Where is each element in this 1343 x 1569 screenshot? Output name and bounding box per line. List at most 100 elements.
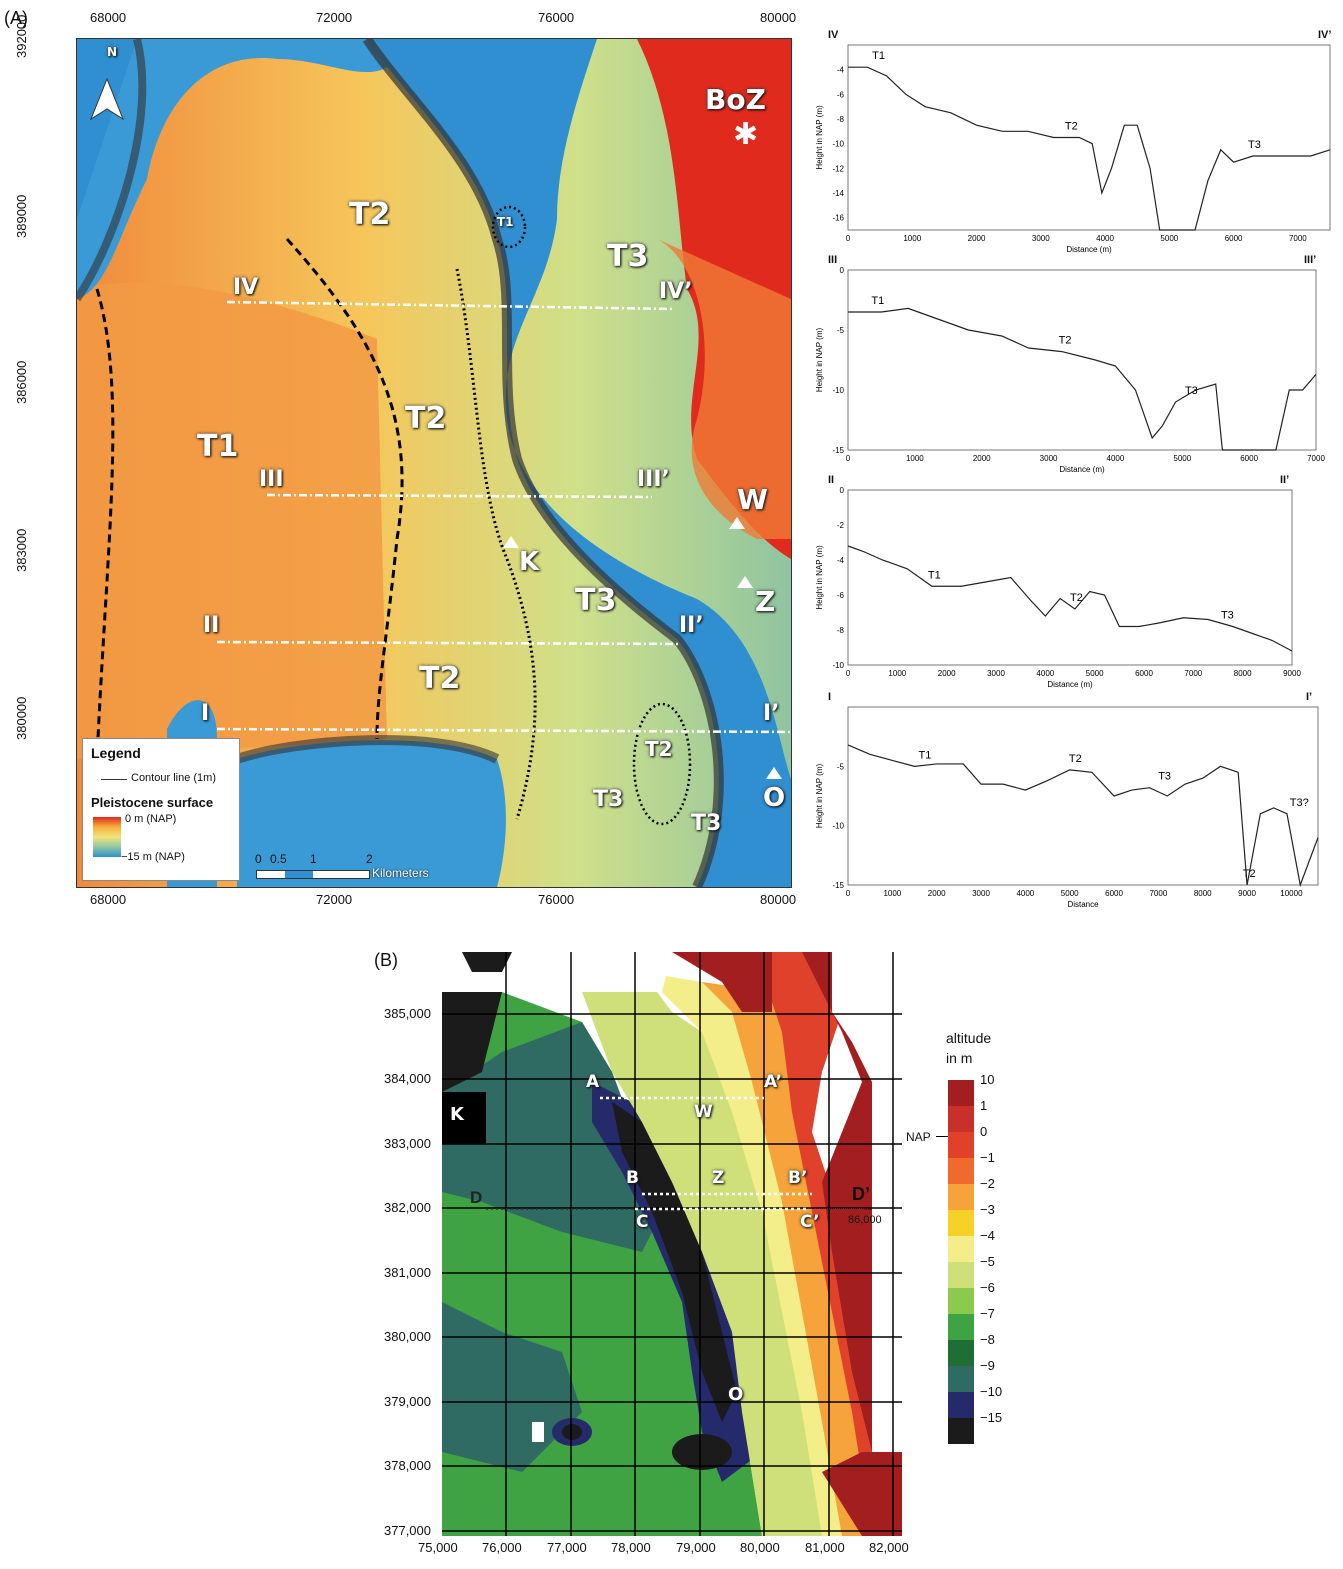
x-tick-top: 68000 <box>90 10 127 25</box>
profile-y-label: Height in NAP (m) <box>815 764 824 829</box>
section-label: III <box>259 467 284 492</box>
y-tick: 380,000 <box>384 1329 431 1344</box>
profile-y-label: Height in NAP (m) <box>815 545 824 610</box>
profile-y-tick: -14 <box>832 189 844 198</box>
profile-x-tick: 3000 <box>987 669 1005 678</box>
profile-x-tick: 8000 <box>1194 889 1212 898</box>
x-tick-top: 76000 <box>538 10 575 25</box>
y-tick: 385,000 <box>384 1006 431 1021</box>
profile-y-tick: -6 <box>837 591 845 600</box>
x-tick-bottom: 68000 <box>90 892 127 907</box>
profile-frame <box>847 269 1317 451</box>
map-legend: Legend Contour line (1m) Pleistocene sur… <box>82 738 240 881</box>
profile-x-tick: 2000 <box>973 454 991 463</box>
nap-tick <box>936 1136 948 1137</box>
profile-x-tick: 3000 <box>1032 234 1050 243</box>
colorbar-label: 1 <box>980 1098 988 1113</box>
profile-x-tick: 6000 <box>1105 889 1123 898</box>
terrace-label: T1 <box>928 569 941 581</box>
y-tick: 386000 <box>14 360 29 404</box>
colorbar-label: −6 <box>980 1280 995 1295</box>
profile-x-label: Distance (m) <box>1059 465 1105 474</box>
terrace-label: T2 <box>1065 121 1078 133</box>
colorbar-label: −4 <box>980 1228 995 1243</box>
colorbar-title: altitude <box>946 1030 992 1046</box>
x-tick: 75,000 <box>418 1540 458 1555</box>
terrace-label: T2 <box>1059 335 1072 347</box>
profile-y-tick: 0 <box>840 486 845 495</box>
section-c2-label: C’ <box>800 1212 820 1232</box>
site-z-label: Z <box>712 1168 725 1188</box>
profile-end-label: I’ <box>1306 691 1313 703</box>
y-tick: 389000 <box>14 194 29 238</box>
profile-line <box>847 545 1293 652</box>
profile-x-tick: 4000 <box>1107 454 1125 463</box>
site-k-label: K <box>450 1104 464 1125</box>
terrace-label: T3 <box>1185 385 1198 397</box>
profile-x-label: Distance <box>1067 900 1099 909</box>
colorbar-swatch <box>948 1158 974 1184</box>
section-c-label: C <box>636 1212 649 1232</box>
profile-y-tick: -6 <box>837 90 845 99</box>
site-boz-label: BoZ <box>705 83 766 116</box>
section-label: III’ <box>637 467 670 492</box>
colorbar-label: −9 <box>980 1358 995 1373</box>
terrace-label: T3 <box>607 239 649 274</box>
site-k-label: K <box>519 547 540 577</box>
profile-y-tick: -10 <box>832 661 844 670</box>
profile-x-tick: 7000 <box>1149 889 1167 898</box>
profile-y-label: Height in NAP (m) <box>815 105 824 170</box>
terrace-label: T3 <box>1158 771 1171 783</box>
section-a2-label: A’ <box>764 1072 783 1092</box>
scale-tick: 2 <box>366 852 373 866</box>
section-d-line <box>808 1208 868 1210</box>
profile-x-tick: 2000 <box>928 889 946 898</box>
contour-line-swatch <box>101 779 127 780</box>
colorbar-swatch <box>948 1314 974 1340</box>
terrace-label: T2 <box>349 197 391 232</box>
terrace-label: T3 <box>1221 610 1234 622</box>
profile-y-tick: -10 <box>832 386 844 395</box>
terrace-label: T2 <box>1070 592 1083 604</box>
profile-y-tick: -10 <box>832 140 844 149</box>
section-b-label: B <box>626 1168 639 1188</box>
colorbar-swatch <box>948 1340 974 1366</box>
site-w-label: W <box>737 483 768 516</box>
profile-x-tick: 4000 <box>1016 889 1034 898</box>
profile-x-tick: 7000 <box>1184 669 1202 678</box>
colorbar-label: −1 <box>980 1150 995 1165</box>
y-tick: 382,000 <box>384 1200 431 1215</box>
terrace-label: T3? <box>1290 797 1309 809</box>
profile-line <box>848 66 1331 231</box>
section-b2-label: B’ <box>788 1168 808 1188</box>
profile-x-label: Distance (m) <box>1066 245 1112 254</box>
profile-y-tick: -4 <box>837 66 845 75</box>
north-label: N <box>107 45 118 59</box>
y-tick: 380000 <box>14 696 29 740</box>
profile-x-tick: 4000 <box>1096 234 1114 243</box>
profile-y-tick: -5 <box>837 326 845 335</box>
x-tick: 81,000 <box>805 1540 845 1555</box>
profile-x-tick: 3000 <box>1040 454 1058 463</box>
profile-y-tick: -12 <box>832 164 844 173</box>
terrace-label: T2 <box>405 401 447 436</box>
profile-y-tick: -2 <box>837 521 845 530</box>
terrace-label: T3 <box>1248 139 1261 151</box>
legend-contour: Contour line (1m) <box>131 772 216 784</box>
section-d-label: D <box>470 1188 483 1207</box>
panel-a-label: (A) <box>4 8 28 28</box>
terrace-label: T2 <box>419 661 461 696</box>
profile-x-tick: 7000 <box>1307 454 1325 463</box>
profile-x-label: Distance (m) <box>1047 680 1093 689</box>
profile-line <box>848 307 1317 451</box>
section-label: II’ <box>679 613 704 638</box>
profile-x-tick: 1000 <box>888 669 906 678</box>
x-tick: 76,000 <box>482 1540 522 1555</box>
section-label: II <box>203 613 220 638</box>
y-tick: 379,000 <box>384 1394 431 1409</box>
colorbar-label: −15 <box>980 1410 1003 1425</box>
colorbar-label: −8 <box>980 1332 995 1347</box>
colorbar-swatch <box>948 1418 974 1444</box>
profile-x-tick: 10000 <box>1280 889 1303 898</box>
cross-section-profile: I I’ 0 1000 2000 3000 4000 5000 6000 7000 8000 9000… <box>808 691 1338 914</box>
